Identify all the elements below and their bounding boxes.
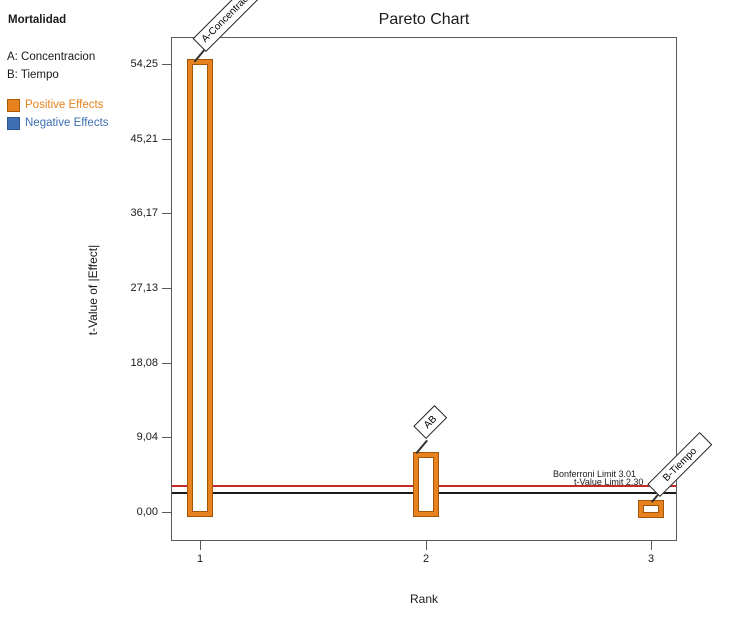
y-tick-label: 27,13 — [130, 282, 158, 294]
factor-a-label: A: Concentracion — [7, 51, 96, 63]
y-tick-label: 0,00 — [136, 506, 158, 518]
bonferroni-limit-label: Bonferroni Limit 3.01 — [553, 469, 637, 479]
y-tick-mark — [162, 213, 171, 214]
plot-area — [171, 37, 677, 541]
x-tick-mark — [426, 541, 427, 550]
y-tick-mark — [162, 437, 171, 438]
y-tick-mark — [162, 363, 171, 364]
y-tick-label: 54,25 — [130, 58, 158, 70]
negative-effects-swatch — [7, 117, 20, 130]
response-name-label: Mortalidad — [8, 14, 67, 26]
y-tick-label: 36,17 — [130, 207, 158, 219]
bar-b-tiempo[interactable] — [639, 501, 663, 517]
y-tick-mark — [162, 64, 171, 65]
y-tick-label: 45,21 — [130, 133, 158, 145]
x-tick-label: 3 — [647, 553, 655, 565]
x-tick-mark — [651, 541, 652, 550]
x-tick-label: 1 — [196, 553, 204, 565]
positive-effects-swatch — [7, 99, 20, 112]
y-axis-title: t-Value of |Effect| — [86, 244, 100, 336]
x-tick-mark — [200, 541, 201, 550]
t-value-limit-label: t-Value Limit 2.30 — [574, 477, 644, 487]
negative-effects-label: Negative Effects — [25, 117, 109, 129]
y-tick-mark — [162, 512, 171, 513]
bar-a-concentracion[interactable] — [188, 60, 212, 516]
x-tick-label: 2 — [422, 553, 430, 565]
x-axis-title: Rank — [409, 592, 438, 606]
chart-title: Pareto Chart — [378, 11, 470, 28]
bar-ab[interactable] — [414, 453, 438, 516]
y-tick-mark — [162, 288, 171, 289]
y-tick-label: 18,08 — [130, 357, 158, 369]
y-tick-label: 9,04 — [136, 431, 158, 443]
factor-b-label: B: Tiempo — [7, 69, 59, 81]
y-tick-mark — [162, 139, 171, 140]
positive-effects-label: Positive Effects — [25, 99, 104, 111]
